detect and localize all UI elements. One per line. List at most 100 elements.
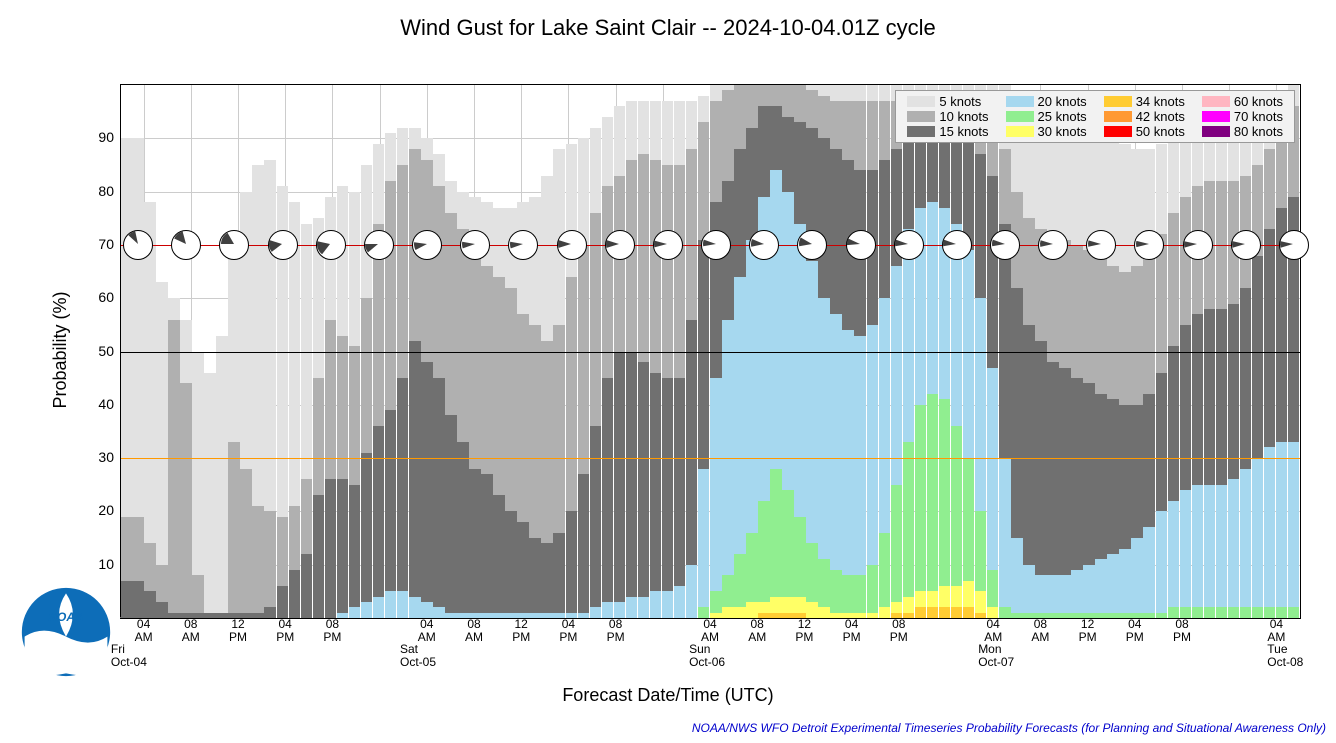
plot-area: 5 knots10 knots15 knots20 knots25 knots3… bbox=[120, 84, 1301, 619]
x-tick: 12PM bbox=[1079, 618, 1097, 644]
chart-container: Wind Gust for Lake Saint Clair -- 2024-1… bbox=[0, 0, 1336, 743]
bar-k15 bbox=[445, 415, 457, 618]
bar-k20 bbox=[1131, 538, 1143, 618]
x-tick: 08AM bbox=[465, 618, 483, 644]
bar-k15 bbox=[144, 591, 156, 618]
bar-k20 bbox=[626, 597, 638, 618]
bar-k20 bbox=[541, 613, 553, 618]
bar-k20 bbox=[1288, 442, 1300, 618]
legend-item: 25 knots bbox=[1000, 109, 1093, 124]
bar-k15 bbox=[457, 442, 469, 618]
bar-k30 bbox=[722, 607, 734, 618]
wind-direction-icon bbox=[942, 230, 972, 260]
noaa-logo: NOAA bbox=[20, 586, 112, 678]
x-tick: 04AM bbox=[984, 618, 1002, 644]
wind-direction-icon bbox=[990, 230, 1020, 260]
bar-k15 bbox=[638, 362, 650, 618]
bar-k25 bbox=[770, 469, 782, 618]
bar-k15 bbox=[505, 511, 517, 618]
bar-k20 bbox=[590, 607, 602, 618]
bar-k25 bbox=[1011, 613, 1023, 618]
bar-k20 bbox=[373, 597, 385, 618]
x-major-tick: SatOct-05 bbox=[400, 643, 436, 669]
bar-k15 bbox=[469, 469, 481, 618]
wind-direction-row bbox=[120, 230, 1300, 260]
bar-k25 bbox=[1204, 607, 1216, 618]
wind-direction-icon bbox=[219, 230, 249, 260]
bar-k15 bbox=[301, 554, 313, 618]
bar-k34 bbox=[915, 607, 927, 618]
x-major-tick: MonOct-07 bbox=[978, 643, 1014, 669]
bar-k15 bbox=[277, 586, 289, 618]
bar-k20 bbox=[1083, 565, 1095, 618]
bar-k25 bbox=[1252, 607, 1264, 618]
bar-k34 bbox=[951, 607, 963, 618]
bar-k20 bbox=[1107, 554, 1119, 618]
bar-k15 bbox=[361, 453, 373, 618]
bar-k30 bbox=[818, 607, 830, 618]
bar-k15 bbox=[264, 607, 276, 618]
x-tick: 08AM bbox=[748, 618, 766, 644]
bar-k20 bbox=[662, 591, 674, 618]
bar-k20 bbox=[361, 602, 373, 618]
bar-k34 bbox=[770, 613, 782, 618]
bar-k15 bbox=[397, 378, 409, 618]
wind-direction-icon bbox=[701, 230, 731, 260]
bar-k15 bbox=[433, 378, 445, 618]
bar-k20 bbox=[674, 586, 686, 618]
bar-k15 bbox=[493, 495, 505, 618]
x-tick: 12PM bbox=[229, 618, 247, 644]
legend-item: 50 knots bbox=[1098, 124, 1191, 139]
bar-k25 bbox=[867, 565, 879, 618]
bar-k10 bbox=[264, 511, 276, 618]
bar-k20 bbox=[529, 613, 541, 618]
bar-k15 bbox=[325, 479, 337, 618]
bar-k15 bbox=[566, 511, 578, 618]
wind-direction-icon bbox=[508, 230, 538, 260]
chart-title: Wind Gust for Lake Saint Clair -- 2024-1… bbox=[0, 15, 1336, 41]
bar-k25 bbox=[915, 405, 927, 618]
bar-k20 bbox=[1204, 485, 1216, 618]
bar-k20 bbox=[397, 591, 409, 618]
y-tick: 70 bbox=[84, 236, 114, 252]
y-tick: 30 bbox=[84, 449, 114, 465]
bar-k15 bbox=[517, 522, 529, 618]
bar-k20 bbox=[1252, 458, 1264, 618]
bar-k10 bbox=[180, 383, 192, 618]
x-major-tick: SunOct-06 bbox=[689, 643, 725, 669]
legend: 5 knots10 knots15 knots20 knots25 knots3… bbox=[895, 90, 1295, 143]
bar-k15 bbox=[578, 474, 590, 618]
bar-k20 bbox=[1143, 527, 1155, 618]
wind-direction-icon bbox=[1231, 230, 1261, 260]
bar-k20 bbox=[1240, 469, 1252, 618]
bar-k15 bbox=[421, 362, 433, 618]
bar-k15 bbox=[204, 613, 216, 618]
bar-k20 bbox=[409, 597, 421, 618]
bar-k15 bbox=[626, 352, 638, 619]
bar-k5 bbox=[204, 373, 216, 618]
bar-k30 bbox=[867, 613, 879, 618]
bar-k20 bbox=[1180, 490, 1192, 618]
bar-k10 bbox=[192, 575, 204, 618]
bar-k20 bbox=[1228, 479, 1240, 618]
wind-direction-icon bbox=[1134, 230, 1164, 260]
bar-k25 bbox=[854, 575, 866, 618]
bar-k15 bbox=[337, 479, 349, 618]
bar-k10 bbox=[228, 442, 240, 618]
legend-item: 30 knots bbox=[1000, 124, 1093, 139]
bar-k15 bbox=[650, 373, 662, 618]
legend-item: 34 knots bbox=[1098, 94, 1191, 109]
legend-item: 70 knots bbox=[1196, 109, 1289, 124]
bar-k25 bbox=[999, 607, 1011, 618]
bar-k25 bbox=[1192, 607, 1204, 618]
bar-k15 bbox=[541, 543, 553, 618]
bar-k20 bbox=[698, 469, 710, 618]
legend-item: 5 knots bbox=[901, 94, 994, 109]
y-tick: 20 bbox=[84, 502, 114, 518]
wind-direction-icon bbox=[316, 230, 346, 260]
bar-k20 bbox=[1216, 485, 1228, 618]
wind-direction-icon bbox=[846, 230, 876, 260]
bar-k30 bbox=[830, 613, 842, 618]
bar-k25 bbox=[1228, 607, 1240, 618]
y-tick: 60 bbox=[84, 289, 114, 305]
